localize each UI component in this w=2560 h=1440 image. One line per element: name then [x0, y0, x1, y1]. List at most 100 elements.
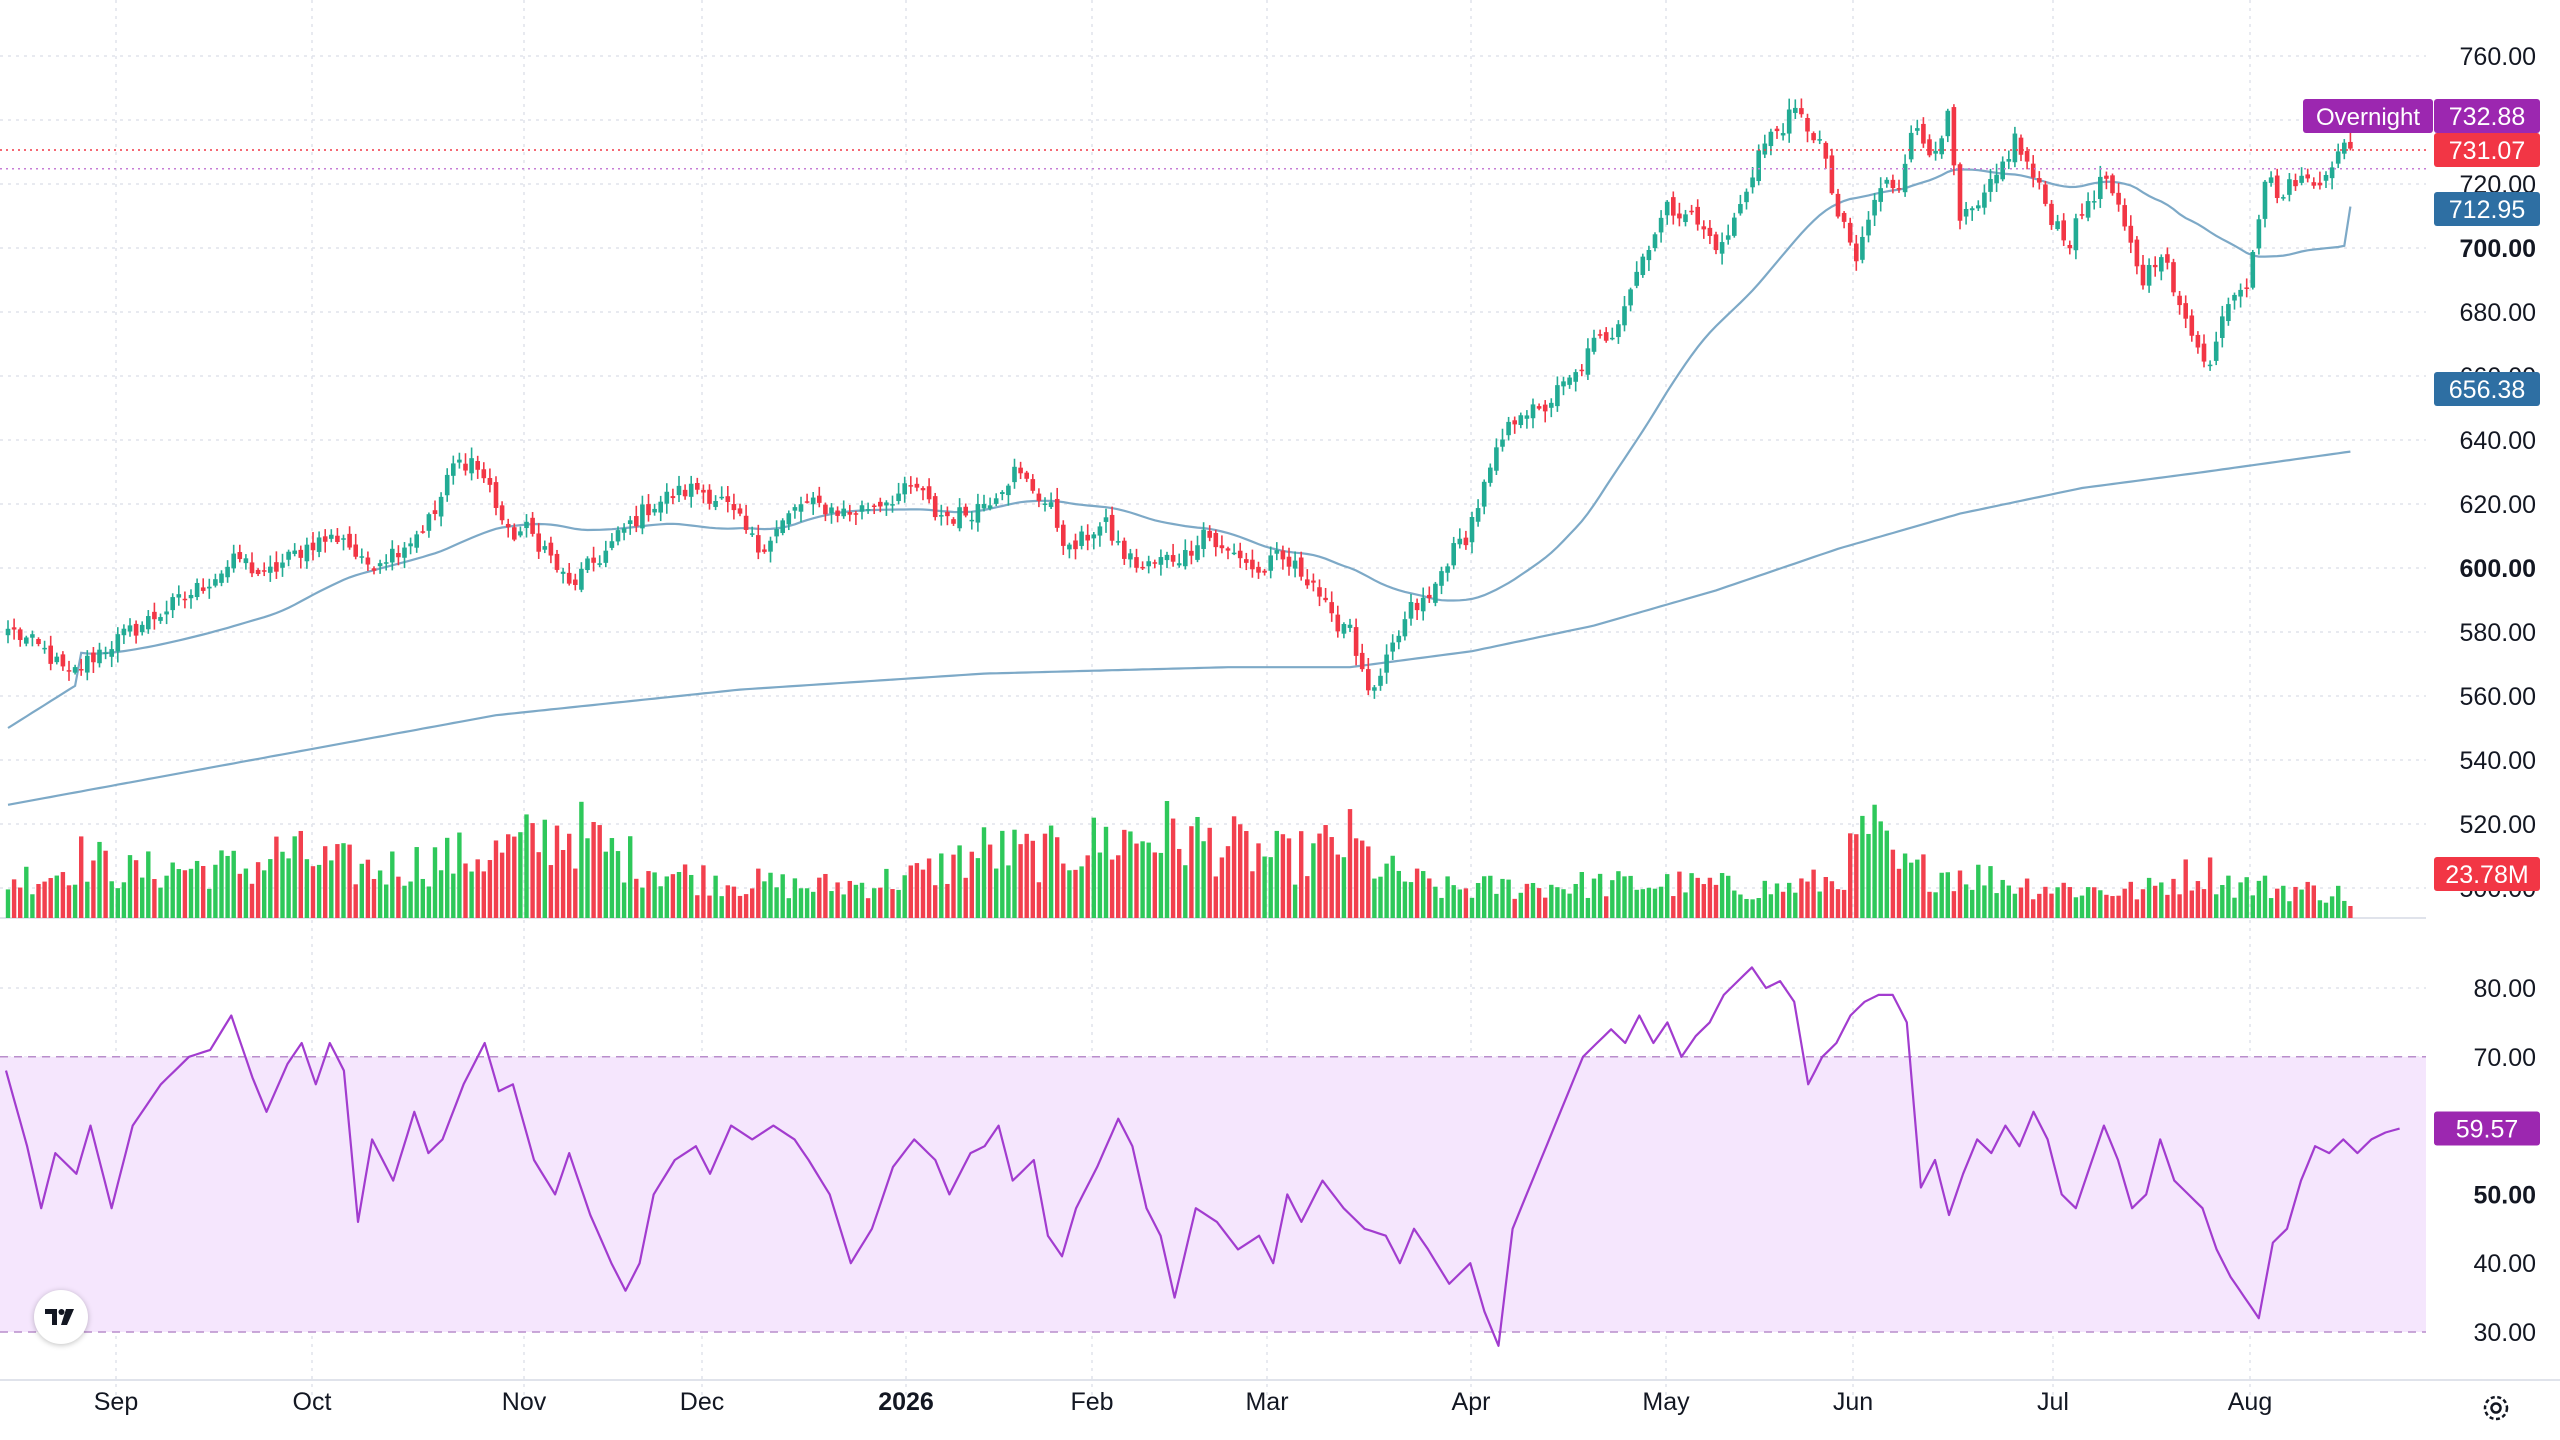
rsi-tick-label: 40.00 — [2473, 1250, 2536, 1278]
volume-bar — [1726, 875, 1731, 918]
volume-bar — [225, 855, 230, 918]
candle-body — [597, 563, 602, 565]
volume-bar — [2079, 895, 2085, 918]
volume-bar — [1341, 857, 1347, 918]
candle-body — [310, 542, 316, 551]
volume-bar — [1445, 876, 1450, 918]
candle-body — [487, 478, 493, 485]
settings-gear-button[interactable] — [2476, 1388, 2516, 1428]
volume-bar — [1109, 859, 1115, 918]
volume-bar — [2159, 882, 2164, 918]
candle-body — [1677, 213, 1682, 219]
volume-bar — [487, 860, 493, 918]
volume-bar — [804, 888, 810, 918]
volume-bar — [1744, 898, 1749, 918]
candle-body — [762, 549, 767, 552]
candle-body — [78, 669, 84, 671]
volume-bar — [1646, 887, 1652, 918]
volume-bar — [158, 887, 163, 918]
candle-body — [1427, 594, 1432, 599]
price-axis[interactable]: 760.00740.00720.00700.00680.00660.00640.… — [2460, 43, 2536, 1347]
volume-bar — [1835, 889, 1841, 918]
candle-body — [60, 654, 66, 667]
candle-body — [1738, 204, 1743, 214]
volume-bar — [1463, 888, 1469, 918]
volume-bar — [1378, 876, 1383, 918]
volume-bar — [713, 875, 718, 918]
candle-body — [853, 513, 859, 515]
volume-bar — [1262, 856, 1267, 918]
rsi-pane — [0, 966, 2426, 1347]
candle-body — [1567, 377, 1572, 385]
volume-bar — [2238, 882, 2243, 918]
volume-bar — [1683, 892, 1688, 918]
volume-bar — [304, 859, 310, 918]
volume-bar — [298, 830, 303, 918]
candle-body — [2104, 175, 2109, 179]
price-tick-label: 580.00 — [2460, 619, 2536, 647]
candle-body — [1573, 372, 1578, 382]
candle-body — [1713, 234, 1719, 251]
tradingview-logo[interactable] — [34, 1290, 88, 1344]
candle-body — [481, 469, 487, 479]
candle-body — [591, 557, 596, 563]
volume-bar — [2092, 887, 2097, 918]
volume-bar — [1652, 888, 1658, 918]
volume-bar — [1780, 891, 1786, 918]
volume-bar — [1988, 866, 1993, 918]
candle-body — [329, 534, 334, 539]
volume-bar — [786, 898, 791, 918]
candle-body — [499, 505, 505, 521]
moving-averages — [7, 168, 2352, 806]
candle-body — [2256, 219, 2262, 249]
candle-body — [774, 529, 779, 537]
candle-body — [1628, 289, 1633, 306]
candle-body — [2226, 304, 2231, 322]
candle-body — [1366, 669, 1371, 691]
volume-bar — [695, 895, 700, 918]
candle-body — [1725, 235, 1731, 240]
candle-body — [1091, 534, 1097, 539]
volume-bar — [530, 823, 535, 918]
volume-bar — [1268, 857, 1273, 918]
volume-bar — [2122, 888, 2127, 918]
volume-bar — [1713, 884, 1719, 918]
volume-bar — [2201, 889, 2207, 918]
candle-body — [1286, 556, 1292, 567]
candle-body — [2091, 201, 2097, 203]
gear-icon — [2483, 1395, 2509, 1421]
candle-body — [2134, 239, 2140, 267]
candle-body — [524, 521, 529, 529]
candle-body — [1854, 243, 1859, 262]
volume-bar — [920, 869, 926, 918]
candle-body — [804, 501, 810, 503]
candlestick-series — [5, 98, 2353, 699]
volume-badge-text: 23.78M — [2445, 861, 2528, 889]
candle-body — [365, 557, 371, 565]
volume-bar — [1909, 862, 1914, 918]
candle-body — [2335, 151, 2341, 164]
volume-bar — [1103, 826, 1109, 918]
candle-body — [243, 558, 249, 564]
candle-body — [731, 504, 737, 511]
candle-body — [756, 535, 761, 553]
candle-body — [1176, 563, 1182, 566]
candle-body — [786, 513, 792, 525]
volume-bar — [390, 851, 395, 918]
volume-bar — [2311, 885, 2316, 918]
volume-bar — [176, 869, 181, 918]
candle-body — [1530, 404, 1536, 419]
candle-body — [1122, 540, 1127, 559]
candle-body — [1652, 234, 1658, 249]
volume-bar — [1036, 882, 1042, 918]
volume-bar — [24, 866, 29, 918]
volume-bar — [524, 814, 529, 918]
candle-body — [286, 551, 291, 560]
time-axis[interactable]: Sep Oct Nov Dec 2026 Feb Mar Apr May Jun Jul Aug — [94, 1388, 2272, 1416]
volume-bar — [1957, 870, 1963, 918]
candle-body — [1793, 107, 1798, 113]
volume-bar — [1707, 877, 1713, 918]
volume-bar — [1250, 871, 1255, 918]
candle-body — [725, 496, 731, 503]
